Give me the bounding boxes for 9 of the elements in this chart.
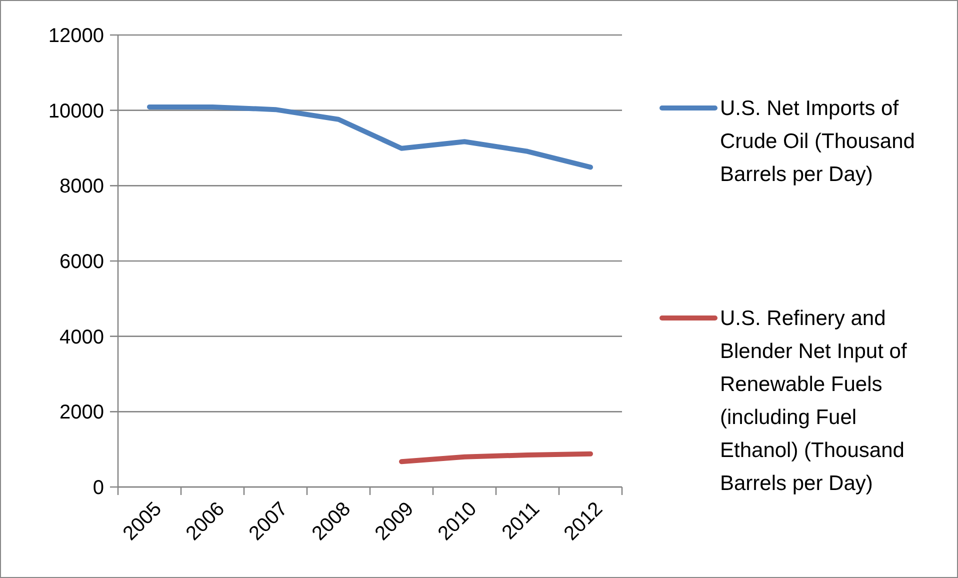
y-tick-label: 10000	[48, 100, 104, 122]
y-tick-label: 8000	[60, 176, 104, 198]
y-tick-label: 6000	[60, 251, 104, 273]
legend-label: U.S. Net Imports of Crude Oil (Thousand Barrels per Day)	[720, 97, 915, 186]
y-tick-label: 12000	[48, 25, 104, 47]
y-tick-label: 2000	[60, 402, 104, 424]
y-tick-label: 4000	[60, 326, 104, 348]
legend-label: U.S. Refinery and Blender Net Input of Renewable Fuels (including Fuel Ethanol) (Thousand Barrels per Day)	[720, 307, 907, 495]
y-tick-label: 0	[92, 477, 104, 499]
